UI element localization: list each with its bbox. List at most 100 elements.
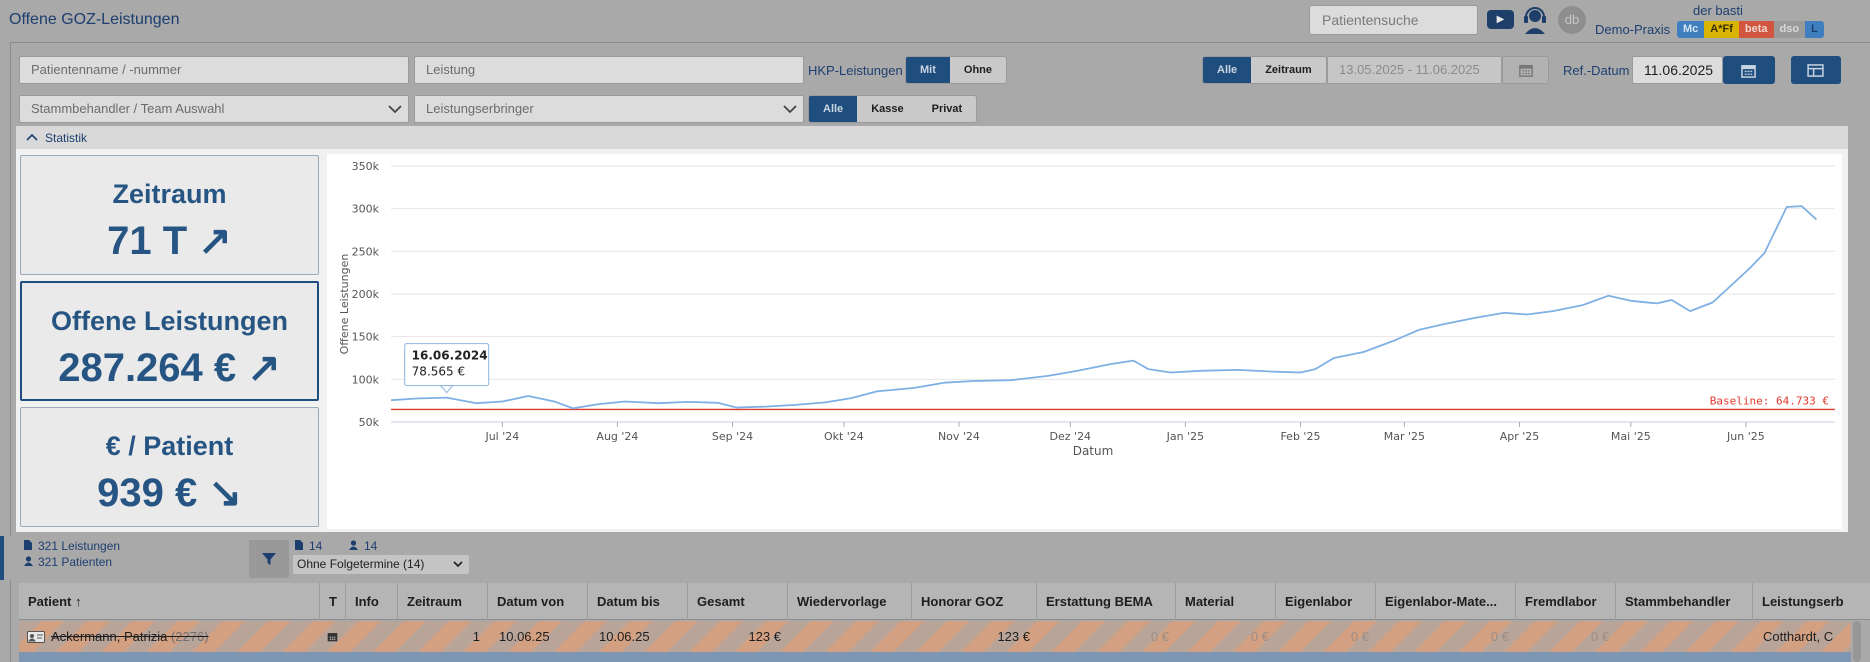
- date-range-input[interactable]: 13.05.2025 - 11.06.2025: [1327, 56, 1502, 84]
- column-header-datum-bis[interactable]: Datum bis: [588, 583, 688, 620]
- column-header-info[interactable]: Info: [346, 583, 398, 620]
- column-header-fremdlabor[interactable]: Fremdlabor: [1516, 583, 1616, 620]
- badge-aff: A*Ff: [1704, 21, 1739, 38]
- support-headset-icon[interactable]: [1522, 5, 1548, 35]
- eigenlabor-cell: 0 €: [1350, 629, 1369, 644]
- badge-beta: beta: [1738, 21, 1774, 38]
- filtered-leistungen-count: 14: [309, 539, 323, 553]
- y-tick-label: 150k: [352, 331, 380, 344]
- leistungserbringer-select[interactable]: Leistungserbringer: [414, 95, 804, 123]
- line-chart[interactable]: 50k 100k 150k 200k 250k 300k 350k Jul '24 Aug '2…: [327, 154, 1842, 529]
- table-row[interactable]: Ackermann, Patrizia (2276) 1 10.06.25 10…: [19, 621, 1851, 652]
- x-tick-label: Apr '25: [1500, 430, 1540, 443]
- tooltip-pointer: [439, 385, 454, 394]
- column-header-eigenlabor-material[interactable]: Eigenlabor-Mate...: [1376, 583, 1516, 620]
- datum-von-cell: 10.06.25: [499, 629, 550, 644]
- x-tick-label: Jun '25: [1726, 430, 1765, 443]
- patienten-count: 321 Patienten: [38, 555, 113, 569]
- y-tick-label: 50k: [359, 416, 380, 429]
- patient-cell[interactable]: Ackermann, Patrizia (2276): [51, 621, 321, 652]
- y-tick-label: 100k: [352, 373, 380, 386]
- person-icon: [24, 556, 33, 566]
- date-range-calendar-button[interactable]: [1502, 56, 1549, 84]
- column-header-zeitraum[interactable]: Zeitraum: [398, 583, 488, 620]
- patient-number: (2276): [170, 629, 209, 644]
- column-header-patient[interactable]: Patient ↑: [19, 583, 320, 620]
- column-header-wiedervorlage[interactable]: Wiedervorlage: [788, 583, 912, 620]
- chevron-down-icon: [453, 561, 463, 568]
- column-header-datum-von[interactable]: Datum von: [488, 583, 588, 620]
- statistics-header[interactable]: Statistik: [16, 126, 1848, 149]
- stammbehandler-select[interactable]: Stammbehandler / Team Auswahl: [19, 95, 409, 123]
- calendar-icon[interactable]: [327, 631, 338, 642]
- x-tick-label: Okt '24: [824, 430, 864, 443]
- x-tick-label: Mar '25: [1384, 430, 1425, 443]
- baseline-label: Baseline: 64.733 €: [1710, 394, 1829, 407]
- folgetermine-select[interactable]: Ohne Folgetermine (14): [293, 555, 469, 574]
- layout-toggle-button[interactable]: [1791, 56, 1841, 84]
- kpi-value: 939 € ↘: [97, 471, 242, 515]
- stammbehandler-select-label: Stammbehandler / Team Auswahl: [31, 101, 225, 116]
- x-tick-label: Dez '24: [1050, 430, 1092, 443]
- kasse-alle-button[interactable]: Alle: [809, 96, 858, 122]
- page-title: Offene GOZ-Leistungen: [9, 11, 180, 28]
- tooltip-date: 16.06.2024: [412, 349, 488, 363]
- kpi-title: Offene Leistungen: [50, 306, 288, 336]
- y-tick-label: 250k: [352, 245, 380, 258]
- column-header-t[interactable]: T: [320, 583, 346, 620]
- patient-search-input[interactable]: [1309, 5, 1478, 35]
- hkp-mit-button[interactable]: Mit: [906, 57, 950, 83]
- kpi-euro-pro-patient[interactable]: € / Patient 939 € ↘: [20, 407, 319, 527]
- column-header-stammbehandler[interactable]: Stammbehandler: [1616, 583, 1753, 620]
- column-header-eigenlabor[interactable]: Eigenlabor: [1276, 583, 1376, 620]
- table-scrollbar[interactable]: [1853, 621, 1861, 662]
- funnel-icon: [262, 553, 276, 565]
- x-tick-label: Mai '25: [1611, 430, 1651, 443]
- top-bar: Offene GOZ-Leistungen ▶ db der basti Dem…: [0, 0, 1870, 42]
- column-header-leistungserbringer[interactable]: Leistungserb: [1762, 594, 1844, 609]
- column-header-gesamt[interactable]: Gesamt: [688, 583, 788, 620]
- kasse-kasse-button[interactable]: Kasse: [857, 96, 918, 122]
- kpi-offene-leistungen[interactable]: Offene Leistungen 287.264 € ↗: [20, 281, 319, 401]
- patient-card-icon: [27, 631, 45, 643]
- kpi-zeitraum[interactable]: Zeitraum 71 T ↗: [20, 155, 319, 275]
- calendar-icon: [1741, 65, 1756, 78]
- x-tick-label: Nov '24: [938, 430, 980, 443]
- chevron-down-icon: [783, 105, 797, 114]
- kpi-value: 287.264 € ↗: [58, 346, 281, 390]
- play-icon: ▶: [1496, 14, 1505, 25]
- zeitraum-alle-button[interactable]: Alle: [1203, 57, 1252, 83]
- erstattung-bema-cell: 0 €: [1150, 629, 1169, 644]
- column-header-honorar-goz[interactable]: Honorar GOZ: [912, 583, 1037, 620]
- column-header-material[interactable]: Material: [1176, 583, 1276, 620]
- kpi-value: 71 T ↗: [107, 219, 232, 263]
- document-icon: [24, 540, 32, 550]
- kasse-privat-button[interactable]: Privat: [917, 96, 977, 122]
- tooltip-value: 78.565 €: [412, 365, 465, 379]
- series-line: [390, 205, 1818, 410]
- y-tick-label: 350k: [352, 160, 380, 173]
- praxis-name: Demo-Praxis: [1595, 22, 1671, 37]
- avatar[interactable]: db: [1558, 6, 1586, 34]
- calendar-icon: [1519, 64, 1533, 77]
- hkp-ohne-button[interactable]: Ohne: [949, 57, 1007, 83]
- filtered-patienten-count: 14: [364, 539, 378, 553]
- video-help-button[interactable]: ▶: [1487, 10, 1514, 29]
- table-row[interactable]: [19, 652, 1851, 662]
- patient-filter-input[interactable]: Patientenname / -nummer: [19, 56, 409, 84]
- chevron-up-icon: [26, 133, 38, 141]
- badge-mc: Mc: [1677, 21, 1705, 38]
- table-layout-icon: [1807, 64, 1824, 77]
- zeitraum-toggle: Alle Zeitraum: [1202, 56, 1327, 84]
- zeitraum-zeitraum-button[interactable]: Zeitraum: [1251, 57, 1326, 83]
- filter-button[interactable]: [249, 540, 289, 578]
- chevron-down-icon: [388, 105, 402, 114]
- result-summary: 321 Leistungen 321 Patienten 14 14 Ohne …: [0, 536, 1870, 580]
- accent-bar: [0, 536, 4, 580]
- leistung-filter-input[interactable]: Leistung: [414, 56, 804, 84]
- hkp-label: HKP-Leistungen: [808, 63, 903, 78]
- ref-date-input[interactable]: 11.06.2025: [1632, 56, 1723, 84]
- column-header-erstattung-bema[interactable]: Erstattung BEMA: [1037, 583, 1176, 620]
- ref-date-calendar-button[interactable]: [1723, 56, 1775, 84]
- y-tick-label: 200k: [352, 288, 380, 301]
